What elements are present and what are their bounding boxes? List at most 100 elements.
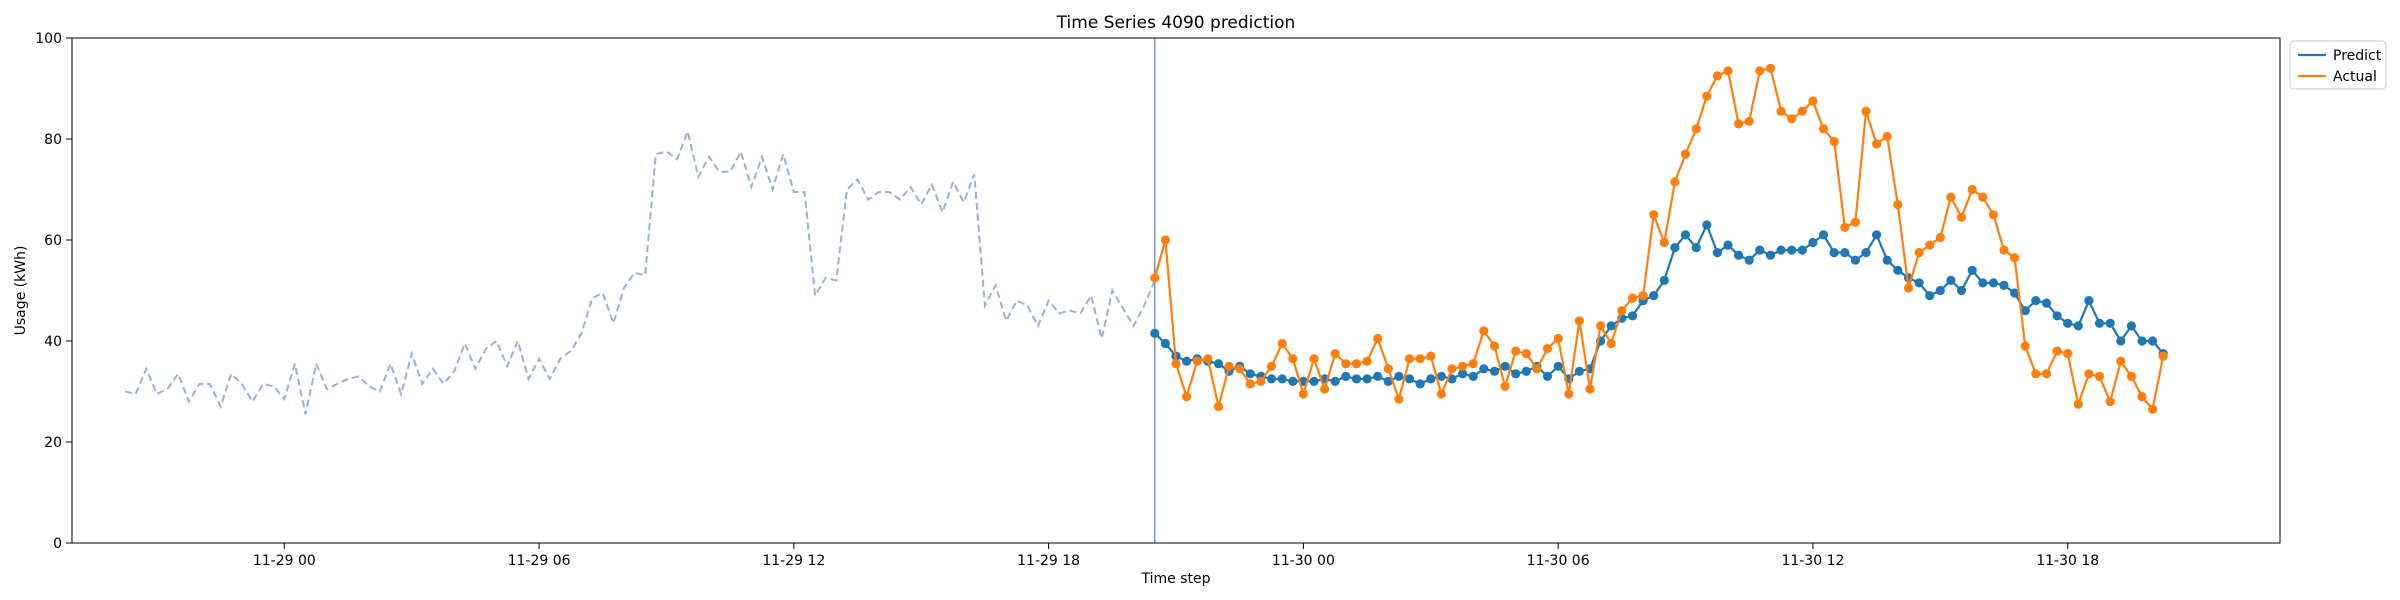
data-point-actual <box>1956 212 1967 222</box>
data-point-predict <box>1776 245 1786 255</box>
data-point-predict <box>2094 318 2105 328</box>
data-point-predict <box>1808 237 1818 248</box>
data-point-actual <box>2116 356 2126 366</box>
data-point-actual <box>1840 222 1850 232</box>
data-point-actual <box>1362 356 1372 366</box>
data-point-actual <box>1192 356 1202 366</box>
data-point-actual <box>1903 283 1914 293</box>
data-point-predict <box>1288 376 1298 386</box>
data-point-actual <box>1702 91 1712 101</box>
data-point-actual <box>1596 321 1606 331</box>
data-point-predict <box>1341 371 1351 381</box>
data-point-predict <box>1670 243 1680 253</box>
data-point-predict <box>2084 296 2094 306</box>
data-point-predict <box>1606 321 1616 331</box>
data-point-predict <box>1574 366 1584 376</box>
data-point-predict <box>1373 371 1383 381</box>
data-point-actual <box>1489 341 1500 351</box>
data-point-predict <box>1553 361 1563 371</box>
data-point-predict <box>1946 275 1956 285</box>
data-point-predict <box>1978 278 1988 288</box>
legend: Predict Actual <box>2289 40 2387 90</box>
series-actual <box>1150 63 2168 414</box>
data-point-actual <box>1585 384 1595 394</box>
data-point-predict <box>1893 265 1903 275</box>
data-point-actual <box>1330 349 1340 359</box>
data-point-predict <box>1649 291 1659 301</box>
data-point-actual <box>1723 66 1733 76</box>
data-point-actual <box>1542 344 1553 354</box>
data-point-predict <box>1436 371 1446 381</box>
data-point-actual <box>1351 359 1362 369</box>
data-point-predict <box>1712 248 1722 258</box>
data-point-actual <box>1436 389 1446 399</box>
data-point-predict <box>1744 255 1754 265</box>
data-point-actual <box>1734 119 1744 129</box>
data-point-actual <box>1829 136 1839 147</box>
data-point-predict <box>1511 369 1521 379</box>
data-point-actual <box>1298 389 1308 399</box>
data-point-predict <box>1702 220 1712 230</box>
y-tick-label: 40 <box>44 334 62 350</box>
x-tick-label: 11-30 00 <box>1272 553 1335 569</box>
data-point-actual <box>1765 63 1776 73</box>
data-point-predict <box>1394 371 1404 381</box>
data-point-actual <box>1224 361 1234 371</box>
data-point-actual <box>1500 381 1510 391</box>
data-point-predict <box>2031 296 2041 306</box>
data-point-actual <box>1680 149 1691 159</box>
data-point-actual <box>1744 116 1754 126</box>
data-point-actual <box>1861 106 1871 116</box>
data-point-predict <box>2020 306 2030 316</box>
data-point-actual <box>1245 379 1255 389</box>
data-point-predict <box>1787 245 1797 255</box>
data-point-predict <box>1415 379 1425 389</box>
data-point-actual <box>1850 217 1860 227</box>
data-point-actual <box>1755 66 1765 76</box>
data-point-predict <box>1458 369 1468 379</box>
data-point-actual <box>1447 364 1457 374</box>
x-tick-label: 11-29 18 <box>1017 553 1080 569</box>
data-point-predict <box>1542 371 1553 381</box>
data-point-actual <box>2105 397 2115 407</box>
data-point-predict <box>2137 336 2147 346</box>
data-point-actual <box>1160 235 1170 245</box>
data-point-predict <box>1680 230 1691 240</box>
x-axis-ticks: 11-29 00 11-29 06 11-29 12 11-29 18 11-30 00… <box>253 543 2099 569</box>
data-point-actual <box>1882 131 1892 142</box>
data-point-predict <box>1914 278 1924 288</box>
data-point-actual <box>2063 349 2073 359</box>
data-point-actual <box>2052 346 2062 356</box>
data-point-actual <box>1925 240 1935 250</box>
data-point-predict <box>1182 356 1192 366</box>
data-point-predict <box>1489 366 1500 376</box>
data-point-actual <box>1320 384 1330 394</box>
data-point-predict <box>1723 240 1733 250</box>
data-point-predict <box>2148 336 2158 346</box>
data-point-predict <box>1734 250 1744 260</box>
axes-frame <box>71 37 2281 544</box>
data-point-actual <box>1691 124 1701 134</box>
data-point-predict <box>1277 374 1287 384</box>
data-point-predict <box>1383 376 1393 386</box>
data-point-predict <box>2041 298 2052 308</box>
x-tick-label: 11-30 12 <box>1781 553 1844 569</box>
chart-title: Time Series 4090 prediction <box>1056 13 1296 33</box>
data-point-actual <box>1511 346 1521 356</box>
data-point-predict <box>1829 248 1839 258</box>
data-point-predict <box>1500 361 1510 371</box>
data-point-actual <box>1553 333 1563 344</box>
data-point-actual <box>1617 306 1627 316</box>
data-point-actual <box>1256 376 1266 386</box>
data-point-predict <box>1850 255 1860 265</box>
data-point-predict <box>1691 243 1701 253</box>
series-layer <box>1150 63 2168 414</box>
data-point-predict <box>1967 265 1977 275</box>
data-point-predict <box>1999 280 2009 290</box>
data-point-actual <box>1574 316 1584 326</box>
data-point-actual <box>1649 210 1659 220</box>
data-point-actual <box>1946 192 1956 202</box>
data-point-actual <box>2041 369 2052 379</box>
